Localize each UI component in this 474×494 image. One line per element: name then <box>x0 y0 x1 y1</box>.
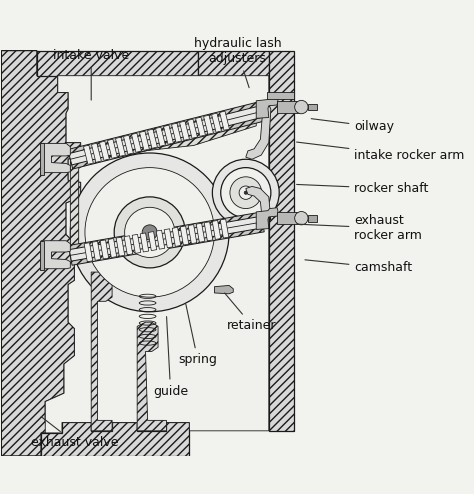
Polygon shape <box>180 226 189 245</box>
Polygon shape <box>139 131 149 150</box>
Polygon shape <box>198 51 269 92</box>
Polygon shape <box>41 143 70 175</box>
Polygon shape <box>164 125 173 144</box>
Text: retainer: retainer <box>225 293 277 332</box>
Polygon shape <box>164 229 173 248</box>
Polygon shape <box>196 117 205 136</box>
Polygon shape <box>45 76 269 433</box>
Polygon shape <box>108 139 118 159</box>
Polygon shape <box>69 212 264 265</box>
Polygon shape <box>155 127 165 146</box>
Polygon shape <box>204 222 213 241</box>
Polygon shape <box>156 230 165 249</box>
Polygon shape <box>212 220 221 240</box>
Circle shape <box>212 159 279 226</box>
Polygon shape <box>91 143 101 163</box>
Polygon shape <box>84 243 92 262</box>
Circle shape <box>295 100 308 114</box>
Polygon shape <box>116 237 125 256</box>
Circle shape <box>221 167 271 218</box>
Text: oilway: oilway <box>311 119 394 133</box>
Polygon shape <box>41 422 190 456</box>
Text: intake valve: intake valve <box>53 49 129 100</box>
Polygon shape <box>256 208 278 229</box>
Bar <box>40 241 44 270</box>
Polygon shape <box>92 241 100 260</box>
Text: guide: guide <box>153 317 188 398</box>
Polygon shape <box>147 129 157 148</box>
Polygon shape <box>269 51 294 431</box>
Circle shape <box>114 197 185 268</box>
Circle shape <box>85 167 214 297</box>
Polygon shape <box>124 236 133 255</box>
Polygon shape <box>108 239 117 257</box>
Polygon shape <box>188 225 197 244</box>
Polygon shape <box>256 97 278 119</box>
Polygon shape <box>220 219 229 238</box>
Text: intake rocker arm: intake rocker arm <box>297 142 465 163</box>
Text: camshaft: camshaft <box>305 260 412 274</box>
Polygon shape <box>124 135 133 154</box>
Text: rocker shaft: rocker shaft <box>297 182 429 195</box>
Circle shape <box>239 186 253 200</box>
Text: exhaust
rocker arm: exhaust rocker arm <box>297 214 422 242</box>
Bar <box>308 215 317 221</box>
Circle shape <box>142 225 157 240</box>
Polygon shape <box>100 141 109 161</box>
Bar <box>277 212 299 224</box>
Polygon shape <box>137 322 166 431</box>
Polygon shape <box>83 145 93 165</box>
Polygon shape <box>246 186 271 224</box>
Polygon shape <box>131 133 141 152</box>
Circle shape <box>295 211 308 225</box>
Polygon shape <box>172 227 181 247</box>
Bar <box>267 92 294 99</box>
Polygon shape <box>116 137 125 156</box>
Circle shape <box>244 191 247 194</box>
Text: exhaust valve: exhaust valve <box>31 416 118 449</box>
Polygon shape <box>188 119 197 138</box>
Polygon shape <box>70 119 256 255</box>
Polygon shape <box>180 121 190 140</box>
Polygon shape <box>203 115 213 134</box>
Polygon shape <box>100 240 109 259</box>
Polygon shape <box>172 123 182 142</box>
Polygon shape <box>91 422 112 431</box>
Text: hydraulic lash
adjusters: hydraulic lash adjusters <box>193 38 281 88</box>
Circle shape <box>125 207 175 257</box>
Polygon shape <box>214 286 233 294</box>
Bar <box>277 101 299 113</box>
Polygon shape <box>69 216 264 261</box>
Polygon shape <box>148 232 157 250</box>
Polygon shape <box>211 113 221 132</box>
Text: spring: spring <box>178 304 217 367</box>
Circle shape <box>230 177 262 208</box>
Polygon shape <box>196 223 205 242</box>
Polygon shape <box>91 272 112 431</box>
Polygon shape <box>246 105 271 159</box>
Polygon shape <box>140 233 149 252</box>
Polygon shape <box>69 106 264 165</box>
Bar <box>308 104 317 110</box>
Polygon shape <box>132 234 141 253</box>
Polygon shape <box>68 101 265 169</box>
Polygon shape <box>37 51 198 92</box>
Polygon shape <box>1 51 81 456</box>
Circle shape <box>70 153 229 312</box>
Polygon shape <box>219 111 229 130</box>
Polygon shape <box>41 241 70 270</box>
Bar <box>40 143 44 175</box>
